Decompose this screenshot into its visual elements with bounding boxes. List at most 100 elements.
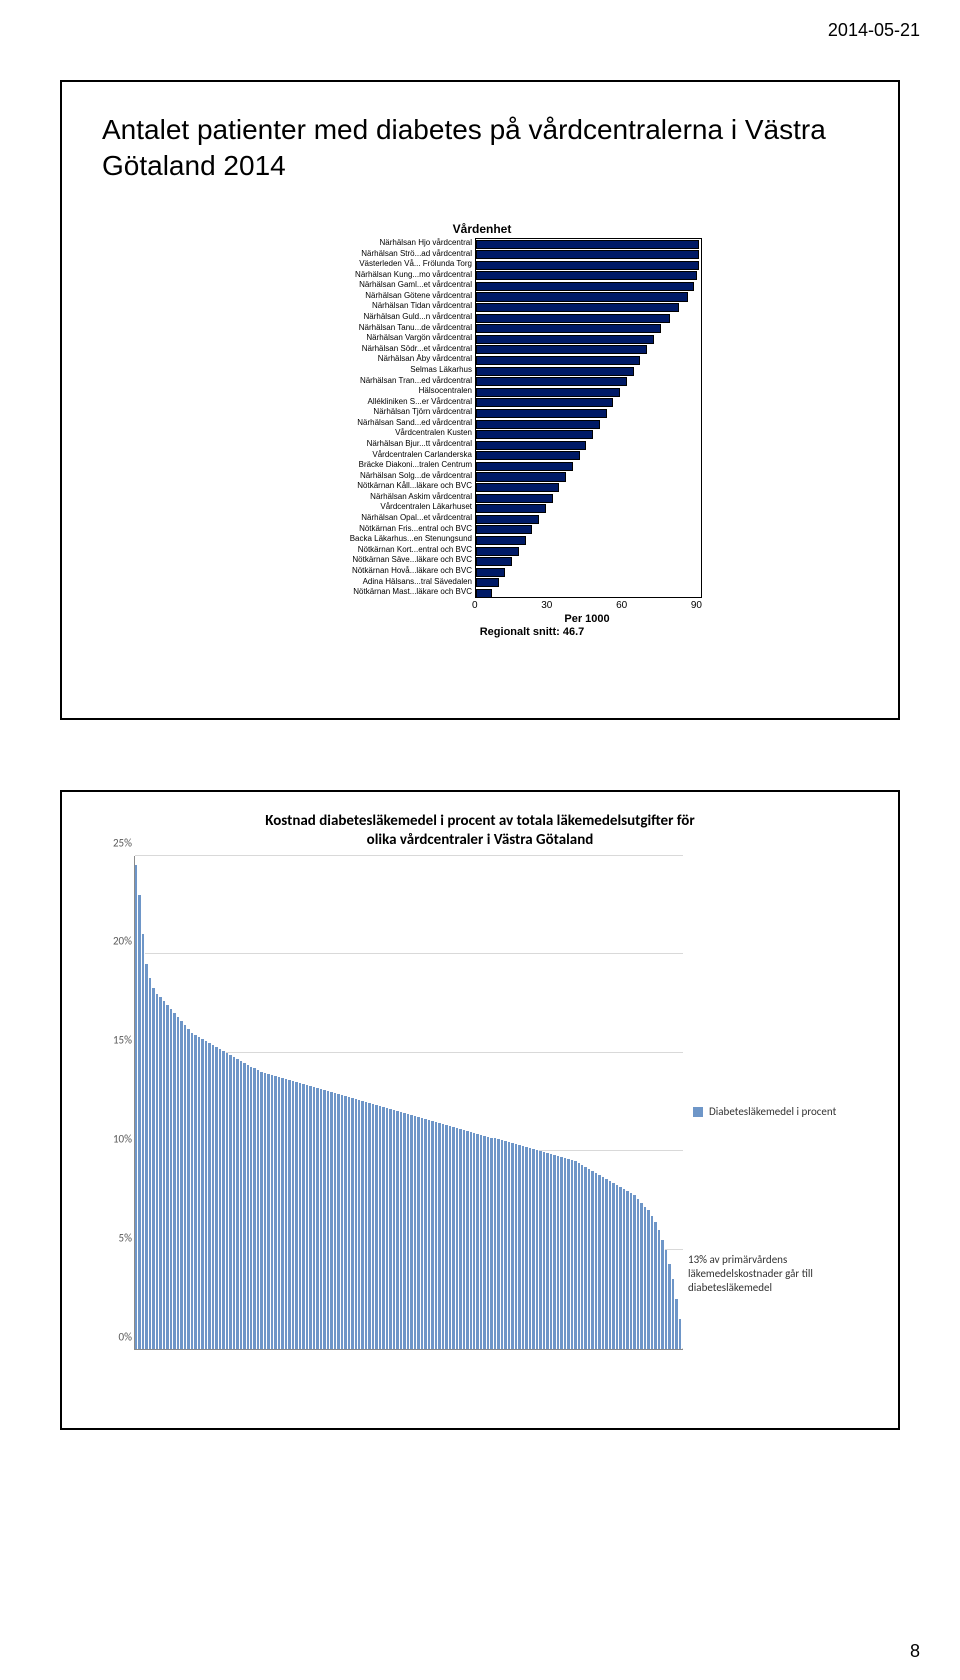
chart-1-ylabel: Närhälsan Askim vårdcentral	[262, 492, 472, 503]
chart-1-ylabel: Backa Läkarhus...en Stenungsund	[262, 534, 472, 545]
chart-1-ylabel: Nötkärnan Säve...läkare och BVC	[262, 555, 472, 566]
chart-1-ylabel: Nötkärnan Kort...entral och BVC	[262, 545, 472, 556]
slide-1: Antalet patienter med diabetes på vårdce…	[60, 80, 900, 720]
chart-1-bar	[476, 420, 600, 429]
page: 2014-05-21 Antalet patienter med diabete…	[0, 0, 960, 1680]
chart-2-title-line2: olika vårdcentraler i Västra Götaland	[367, 831, 594, 849]
chart-1-bar	[476, 282, 694, 291]
chart-1-bar	[476, 483, 559, 492]
chart-1-xtick: 60	[616, 600, 627, 611]
chart-1-bar	[476, 441, 586, 450]
chart-1-bar	[476, 388, 620, 397]
chart-1-bar	[476, 494, 553, 503]
chart-1-xtick: 90	[691, 600, 702, 611]
chart-1: Vårdenhet Närhälsan Hjo vårdcentralNärhä…	[262, 222, 702, 652]
legend-swatch	[693, 1107, 703, 1117]
legend-label: Diabetesläkemedel i procent	[709, 1105, 836, 1118]
chart-1-bar	[476, 377, 627, 386]
chart-1-ylabel: Närhälsan Sand...ed vårdcentral	[262, 418, 472, 429]
chart-1-bar	[476, 303, 679, 312]
chart-1-bar	[476, 515, 539, 524]
chart-1-ylabel: Bräcke Diakoni...tralen Centrum	[262, 460, 472, 471]
chart-1-bar	[476, 250, 699, 259]
chart-1-ylabel: Närhälsan Kung...mo vårdcentral	[262, 270, 472, 281]
chart-1-bar	[476, 578, 499, 587]
chart-1-bar	[476, 589, 492, 598]
chart-1-ylabel: Närhälsan Strö...ad vårdcentral	[262, 249, 472, 260]
chart-1-bar	[476, 335, 654, 344]
chart-1-ylabel: Närhälsan Södr...et vårdcentral	[262, 344, 472, 355]
chart-2-plot-wrap: 0%5%10%15%20%25% Diabetesläkemedel i pro…	[92, 856, 868, 1376]
chart-2-ytick: 0%	[92, 1330, 132, 1343]
chart-1-ylabel: Närhälsan Tjörn vårdcentral	[262, 407, 472, 418]
chart-1-bar	[476, 367, 634, 376]
chart-2-title-line1: Kostnad diabetesläkemedel i procent av t…	[265, 812, 694, 830]
chart-1-ylabel: Närhälsan Tanu...de vårdcentral	[262, 323, 472, 334]
chart-1-ylabel: Närhälsan Gaml...et vårdcentral	[262, 280, 472, 291]
chart-1-bar	[476, 398, 613, 407]
chart-1-bar	[476, 271, 697, 280]
chart-1-bar	[476, 430, 593, 439]
chart-1-ylabel: Närhälsan Götene vårdcentral	[262, 291, 472, 302]
chart-1-ylabel: Nötkärnan Hovå...läkare och BVC	[262, 566, 472, 577]
chart-1-ylabel: Närhälsan Tidan vårdcentral	[262, 301, 472, 312]
chart-2: Kostnad diabetesläkemedel i procent av t…	[92, 812, 868, 1408]
chart-1-plot	[475, 238, 702, 598]
chart-2-ytick: 25%	[92, 836, 132, 849]
chart-1-xtick: 0	[472, 600, 478, 611]
chart-1-bar	[476, 462, 573, 471]
chart-1-ylabel: Närhälsan Vargön vårdcentral	[262, 333, 472, 344]
chart-1-ylabel: Närhälsan Opal...et vårdcentral	[262, 513, 472, 524]
slide-1-title: Antalet patienter med diabetes på vårdce…	[62, 82, 898, 185]
chart-1-ylabel: Vårdcentralen Carlanderska	[262, 450, 472, 461]
chart-1-ylabel: Adina Hälsans...tral Sävedalen	[262, 577, 472, 588]
chart-2-bars	[135, 856, 683, 1349]
chart-1-ylabel: Närhälsan Bjur...tt vårdcentral	[262, 439, 472, 450]
chart-1-ylabel: Närhälsan Solg...de vårdcentral	[262, 471, 472, 482]
slide-2: Kostnad diabetesläkemedel i procent av t…	[60, 790, 900, 1430]
chart-1-bar	[476, 568, 505, 577]
chart-1-footer: Regionalt snitt: 46.7	[362, 626, 702, 638]
chart-1-bar	[476, 547, 519, 556]
page-number: 8	[910, 1641, 920, 1662]
chart-1-ylabel: Hälsocentralen	[262, 386, 472, 397]
chart-2-annotation: 13% av primärvårdens läkemedelskostnader…	[688, 1253, 848, 1296]
chart-1-ylabel: Närhälsan Åby vårdcentral	[262, 354, 472, 365]
chart-1-bar	[476, 345, 647, 354]
chart-1-ylabel: Närhälsan Hjo vårdcentral	[262, 238, 472, 249]
chart-2-legend: Diabetesläkemedel i procent	[693, 1105, 868, 1118]
chart-1-ylabel: Nötkärnan Mast...läkare och BVC	[262, 587, 472, 598]
chart-1-bar	[476, 525, 532, 534]
header-date: 2014-05-21	[828, 20, 920, 41]
chart-1-ylabel: Vårdcentralen Läkarhuset	[262, 502, 472, 513]
chart-1-bar	[476, 292, 688, 301]
chart-1-bar	[476, 472, 566, 481]
chart-1-ylabel: Vårdcentralen Kusten	[262, 428, 472, 439]
chart-1-ylabel: Västerleden Vå... Frölunda Torg	[262, 259, 472, 270]
chart-1-ylabel: Nötkärnan Fris...entral och BVC	[262, 524, 472, 535]
chart-1-bar	[476, 557, 512, 566]
chart-2-ytick: 10%	[92, 1132, 132, 1145]
chart-1-ylabel: Nötkärnan Kåll...läkare och BVC	[262, 481, 472, 492]
chart-1-xlabel: Per 1000	[472, 613, 702, 625]
chart-1-ylabel: Närhälsan Guld...n vårdcentral	[262, 312, 472, 323]
chart-1-bar	[476, 314, 670, 323]
chart-2-plot	[134, 856, 683, 1350]
chart-1-bar	[476, 324, 661, 333]
chart-2-ytick: 15%	[92, 1034, 132, 1047]
chart-2-bar	[679, 1319, 682, 1349]
chart-1-bar	[476, 409, 607, 418]
chart-1-title: Vårdenhet	[262, 222, 702, 236]
chart-1-bar	[476, 504, 546, 513]
chart-1-ylabel: Allékliniken S...er Vårdcentral	[262, 397, 472, 408]
chart-1-ylabel: Närhälsan Tran...ed vårdcentral	[262, 376, 472, 387]
chart-1-xtick: 30	[541, 600, 552, 611]
chart-2-ytick: 5%	[92, 1231, 132, 1244]
chart-1-bar	[476, 240, 699, 249]
chart-1-ylabel: Selmas Läkarhus	[262, 365, 472, 376]
chart-1-body: Närhälsan Hjo vårdcentralNärhälsan Strö.…	[262, 238, 702, 598]
chart-1-bar	[476, 261, 699, 270]
chart-2-ytick: 20%	[92, 935, 132, 948]
chart-2-title: Kostnad diabetesläkemedel i procent av t…	[152, 812, 808, 850]
chart-1-bar	[476, 536, 526, 545]
